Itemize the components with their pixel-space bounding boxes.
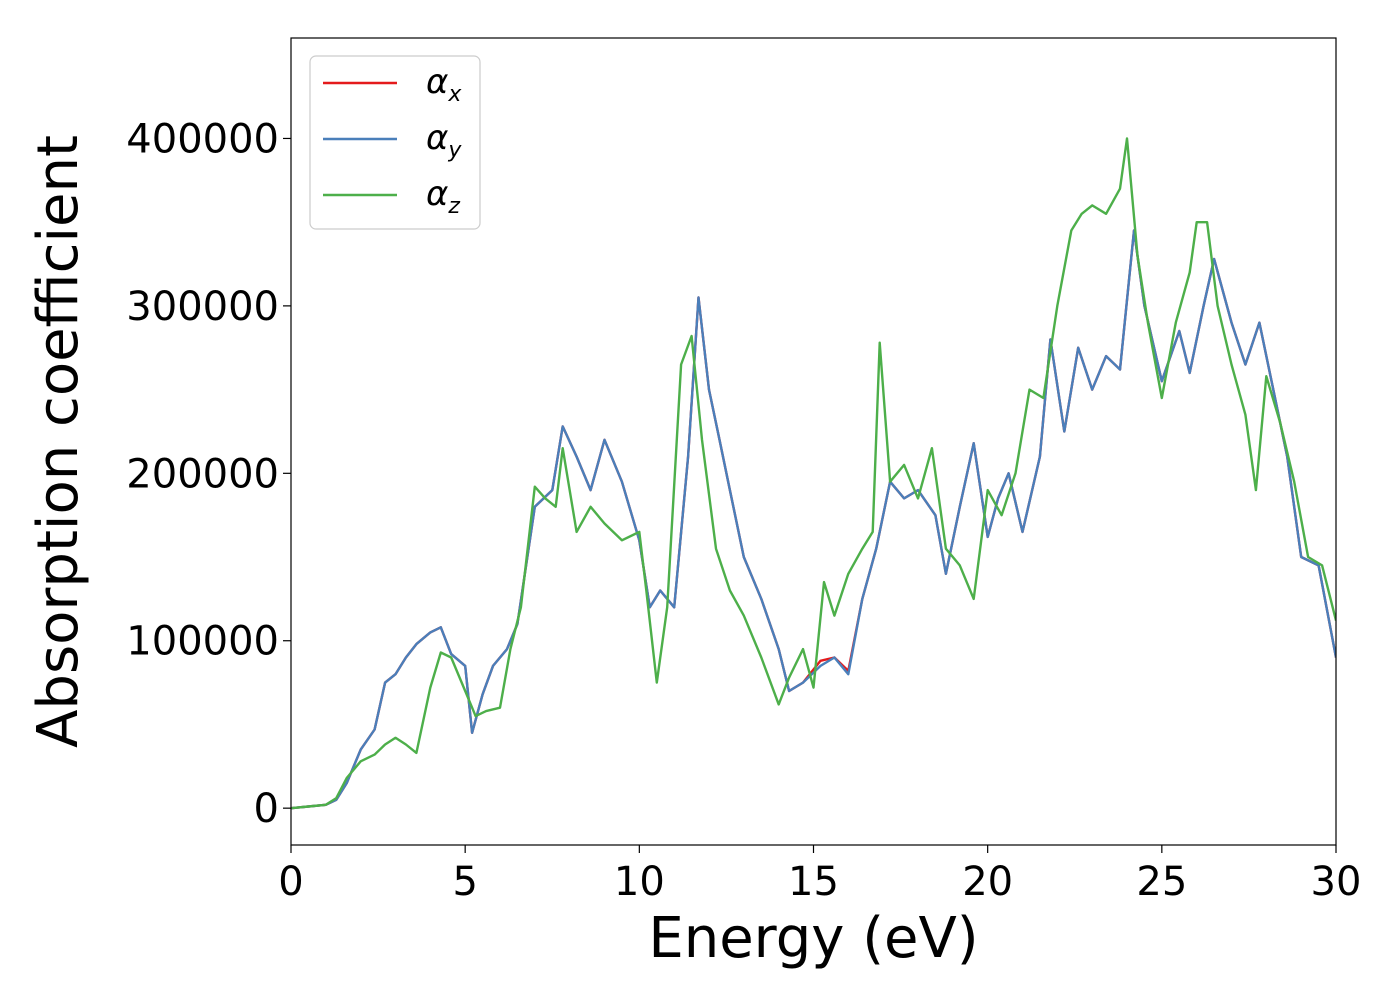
legend-label-x: αx [426,62,462,107]
legend: αx αy αz [309,55,481,230]
series-line-z [291,137,1336,810]
x-tick-label: 5 [452,859,477,905]
x-tick-label: 20 [962,859,1013,905]
x-tick-label: 15 [788,859,839,905]
series-line-x [291,229,1336,810]
plot-lines [291,137,1336,810]
x-tick-label: 0 [278,859,303,905]
y-tick-label: 200000 [126,451,279,497]
legend-box [309,55,481,230]
y-tick-label: 100000 [126,619,279,665]
x-tick-label: 30 [1311,859,1362,905]
x-axis-ticks: 0 5 10 15 20 25 30 [278,845,1361,905]
x-tick-label: 10 [614,859,665,905]
legend-label-y: αy [426,118,462,163]
y-tick-label: 300000 [126,284,279,330]
x-tick-label: 25 [1136,859,1187,905]
y-tick-label: 0 [254,786,279,832]
y-axis-label: Absorption coefficient [26,135,91,748]
x-axis-label: Energy (eV) [648,906,978,971]
y-axis-ticks: 0 100000 200000 300000 400000 [126,116,291,832]
y-tick-label: 400000 [126,116,279,162]
series-line-y [291,229,1336,810]
legend-label-z: αz [426,174,460,219]
